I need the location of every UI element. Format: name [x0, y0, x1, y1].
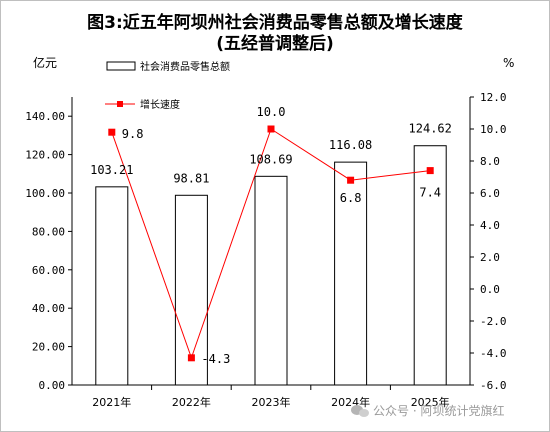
bar — [174, 194, 208, 386]
chart-subtitle: (五经普调整后) — [216, 33, 334, 54]
left-axis-unit: 亿元 — [33, 55, 57, 70]
bar — [334, 161, 368, 386]
watermark-text: 公众号 · 阿坝统计党旗红 — [373, 403, 504, 418]
left-tick-label: 60.00 — [32, 264, 65, 277]
right-tick-label: 8.0 — [480, 155, 500, 168]
bar — [413, 145, 447, 386]
x-tick-label: 2024年 — [331, 395, 370, 409]
bar-value-label: 124.62 — [409, 122, 452, 136]
data-labels: 103.21 98.81 108.69 116.08 124.62 9.8 -4.3 10.0… — [90, 105, 452, 366]
bar-value-label: 103.21 — [90, 163, 133, 177]
legend-bar-entry: 社会消费品零售总额 — [106, 60, 230, 73]
growth-point — [347, 176, 355, 184]
left-tick-label: 40.00 — [32, 302, 65, 315]
axes: 0.00 20.00 40.00 60.00 80.00 100.00 120.00 140.… — [25, 91, 506, 409]
growth-point — [267, 125, 275, 133]
left-tick-label: 0.00 — [39, 379, 66, 392]
bar — [95, 186, 129, 386]
legend-line-entry: 增长速度 — [105, 98, 180, 111]
x-tick-label: 2023年 — [252, 395, 291, 409]
right-tick-label: -2.0 — [480, 315, 507, 328]
bars — [95, 145, 447, 386]
right-axis-unit: % — [503, 56, 514, 70]
right-tick-label: -4.0 — [480, 347, 507, 360]
chart-title: 图3:近五年阿坝州社会消费品零售总额及增长速度 — [87, 12, 464, 33]
legend-bar-label: 社会消费品零售总额 — [140, 60, 230, 73]
right-tick-label: -6.0 — [480, 379, 507, 392]
bar-value-label: 116.08 — [329, 138, 372, 152]
legend-bar-swatch — [106, 61, 136, 71]
x-tick-label: 2025年 — [411, 395, 450, 409]
growth-line — [108, 125, 434, 362]
growth-point — [108, 128, 116, 136]
growth-point — [426, 167, 434, 175]
bar-value-label: 98.81 — [173, 171, 209, 185]
left-tick-label: 20.00 — [32, 341, 65, 354]
right-tick-label: 6.0 — [480, 187, 500, 200]
watermark: 公众号 · 阿坝统计党旗红 — [351, 403, 504, 418]
x-tick-label: 2022年 — [172, 395, 211, 409]
left-tick-label: 120.00 — [25, 149, 65, 162]
wechat-icon — [351, 405, 369, 417]
right-tick-label: 10.0 — [480, 123, 507, 136]
growth-point — [187, 354, 195, 362]
growth-value-label: 6.8 — [340, 191, 362, 205]
legend-line-marker — [117, 101, 123, 107]
growth-value-label: -4.3 — [201, 352, 230, 366]
left-tick-label: 80.00 — [32, 225, 65, 238]
left-tick-label: 100.00 — [25, 187, 65, 200]
right-tick-label: 2.0 — [480, 251, 500, 264]
x-tick-label: 2021年 — [92, 395, 131, 409]
bar — [254, 175, 288, 386]
growth-value-label: 9.8 — [122, 127, 144, 141]
right-tick-label: 12.0 — [480, 91, 507, 104]
right-tick-label: 0.0 — [480, 283, 500, 296]
legend-line-label: 增长速度 — [140, 98, 180, 111]
left-tick-label: 140.00 — [25, 110, 65, 123]
growth-value-label: 7.4 — [419, 186, 441, 200]
growth-value-label: 10.0 — [257, 105, 286, 119]
bar-value-label: 108.69 — [249, 152, 292, 166]
right-tick-label: 4.0 — [480, 219, 500, 232]
